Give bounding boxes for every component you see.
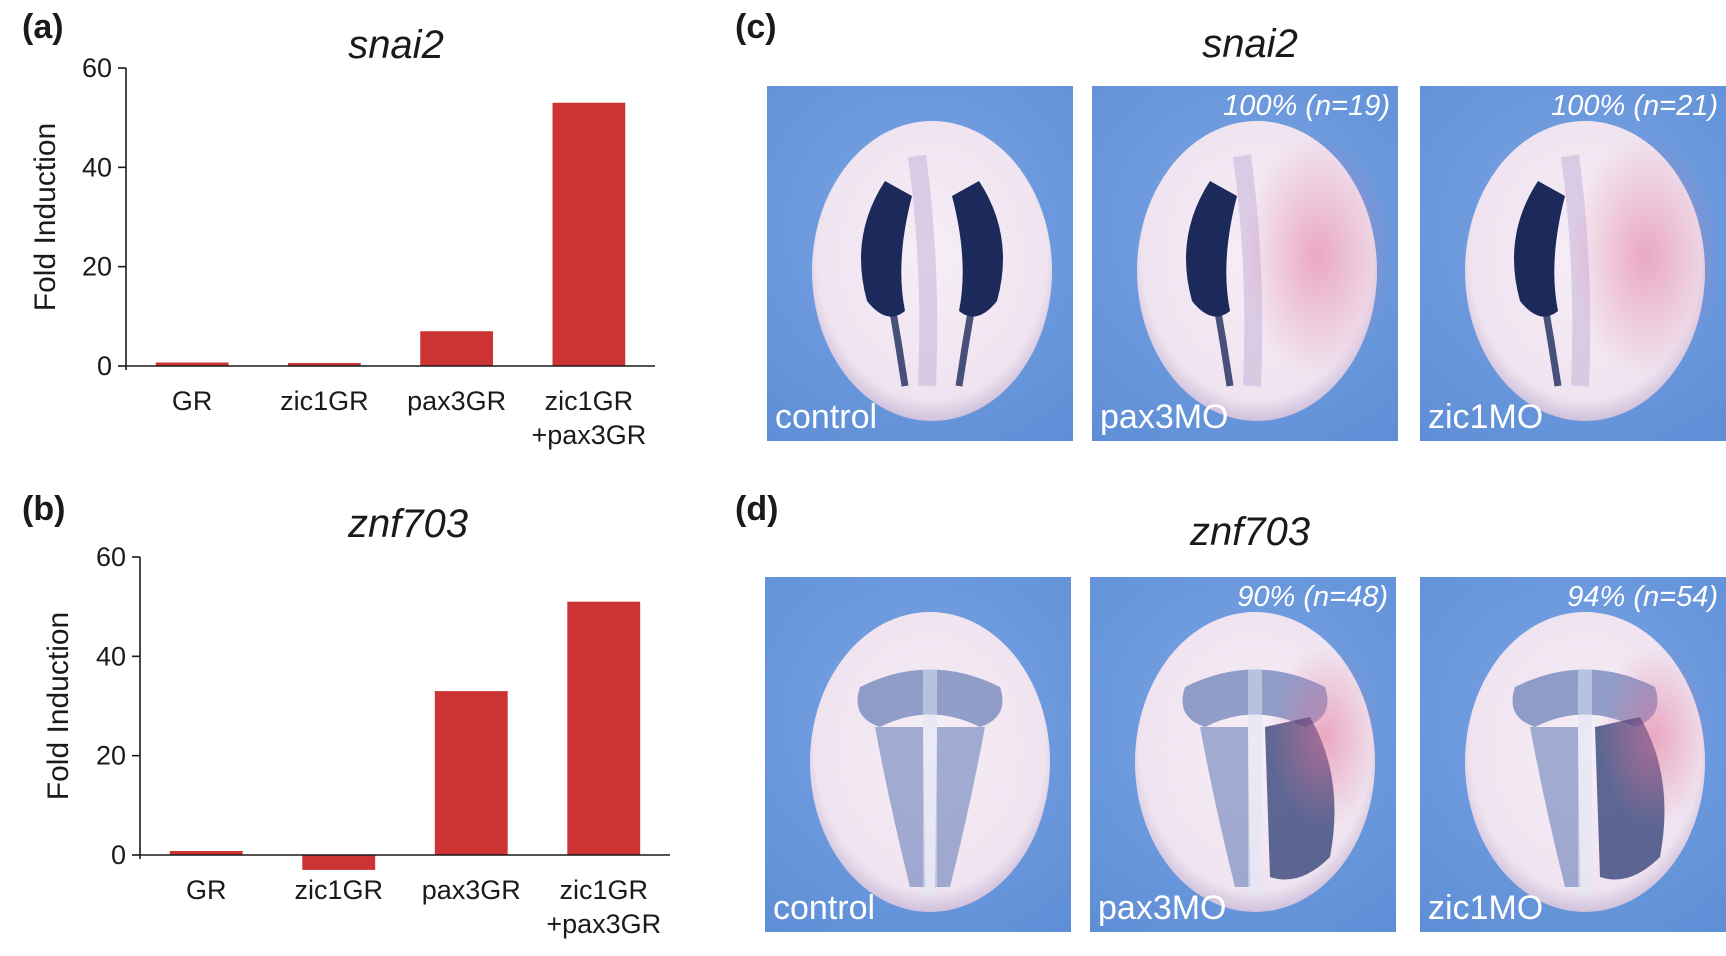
embryo-image: [1465, 612, 1710, 912]
y-tick-label: 60: [82, 53, 112, 83]
condition-label: control: [775, 398, 878, 436]
panel-label-b: (b): [22, 490, 66, 528]
y-tick-label: 20: [82, 252, 112, 282]
x-tick-label: GR: [186, 875, 227, 905]
phenotype-percentage: 100% (n=21): [1551, 90, 1718, 122]
condition-label: zic1MO: [1428, 889, 1544, 927]
embryo-photo-zic1MO: zic1MO 94% (n=54): [1420, 577, 1726, 932]
y-axis-label: Fold Induction: [42, 612, 75, 800]
embryo-image: [1137, 121, 1392, 421]
embryo-photo-zic1MO: zic1MO 100% (n=21): [1420, 86, 1726, 441]
bar-3: [567, 601, 641, 855]
y-tick-label: 20: [96, 741, 126, 771]
condition-label: control: [773, 889, 876, 927]
embryo-image: [1465, 121, 1720, 421]
y-axis-label: Fold Induction: [29, 123, 62, 311]
chart-title: znf703: [347, 502, 468, 546]
y-tick-label: 0: [97, 351, 112, 381]
bar-1: [288, 363, 361, 366]
y-tick-label: 40: [82, 152, 112, 182]
x-tick-label: zic1GR: [294, 875, 383, 905]
embryo-photo-control: control: [765, 577, 1071, 932]
x-tick-label: zic1GR: [280, 386, 369, 416]
phenotype-percentage: 90% (n=48): [1237, 581, 1388, 613]
bar-0: [155, 362, 229, 366]
x-tick-label: zic1GR +pax3GR: [531, 386, 646, 450]
embryo-image: [810, 612, 1050, 912]
x-tick-label: GR: [172, 386, 213, 416]
chart-title: snai2: [348, 23, 444, 67]
embryo-photo-pax3MO: pax3MO 100% (n=19): [1092, 86, 1398, 441]
panel-label-a: (a): [22, 8, 64, 46]
embryo-image: [1135, 612, 1380, 912]
bar-chart-znf703: znf703 Fold Induction 0 20 40 60 GR zic1GR pax3G…: [42, 502, 670, 939]
image-title-znf703: znf703: [1189, 510, 1311, 554]
condition-label: pax3MO: [1100, 398, 1229, 436]
panel-label-c: (c): [735, 8, 777, 46]
phenotype-percentage: 94% (n=54): [1567, 581, 1718, 613]
bar-2: [420, 331, 493, 366]
bar-0: [169, 851, 243, 855]
x-tick-label: pax3GR: [407, 386, 506, 416]
bar-1: [302, 855, 376, 870]
bar-chart-snai2: snai2 Fold Induction 0 20 40 60 GR zic1GR pax3GR…: [29, 23, 655, 450]
condition-label: pax3MO: [1098, 889, 1227, 927]
embryo-photo-pax3MO: pax3MO 90% (n=48): [1090, 577, 1396, 932]
bar-2: [434, 691, 508, 855]
embryo-photo-control: control: [767, 86, 1073, 441]
y-tick-label: 40: [96, 641, 126, 671]
panel-label-d: (d): [735, 490, 779, 528]
x-tick-label: zic1GR +pax3GR: [546, 875, 661, 939]
bar-3: [552, 102, 626, 367]
condition-label: zic1MO: [1428, 398, 1544, 436]
y-tick-label: 60: [96, 542, 126, 572]
y-tick-label: 0: [111, 840, 126, 870]
x-tick-label: pax3GR: [422, 875, 521, 905]
phenotype-percentage: 100% (n=19): [1223, 90, 1390, 122]
image-title-snai2: snai2: [1202, 22, 1298, 66]
embryo-image: [812, 121, 1052, 421]
